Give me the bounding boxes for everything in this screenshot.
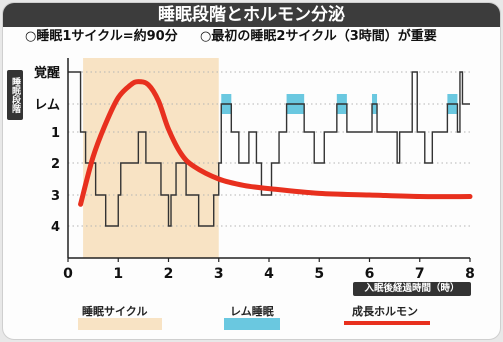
x-tick-label-6: 6 xyxy=(365,266,375,282)
legend-label-rem: レム睡眠 xyxy=(230,305,274,318)
x-tick-label-4: 4 xyxy=(264,266,274,282)
y-axis-label: 睡眠段階 xyxy=(7,70,23,120)
x-tick-label-5: 5 xyxy=(314,266,324,282)
x-tick-label-7: 7 xyxy=(415,266,425,282)
growth-hormone-curve xyxy=(78,79,473,207)
legend-swatch-rem xyxy=(224,318,280,330)
sleep-stage-line xyxy=(68,71,470,227)
x-tick-label-2: 2 xyxy=(164,266,174,282)
y-tick-label-4: 3 xyxy=(51,189,60,204)
y-tick-label-3: 2 xyxy=(51,157,60,172)
note-sleep-cycle: ○睡眠1サイクル=約90分 xyxy=(25,29,178,44)
legend-swatch-hormone xyxy=(344,321,430,325)
y-tick-label-5: 4 xyxy=(51,220,60,235)
title-bar: 睡眠段階とホルモン分泌 xyxy=(3,3,500,27)
x-axis-label: 入眠後経過時間（時） xyxy=(353,282,471,296)
legend-label-hormone: 成長ホルモン xyxy=(352,305,418,318)
x-tick-label-3: 3 xyxy=(214,266,224,282)
chart-title: 睡眠段階とホルモン分泌 xyxy=(158,5,345,25)
x-tick-label-0: 0 xyxy=(63,266,73,282)
y-tick-label-0: 覚醒 xyxy=(33,65,60,81)
legend-label-sleep-cycle: 睡眠サイクル xyxy=(82,305,148,318)
y-tick-label-1: レム xyxy=(34,98,60,113)
x-tick-label-1: 1 xyxy=(113,266,123,282)
note-first-two-cycles: ○最初の睡眠2サイクル（3時間）が重要 xyxy=(200,29,437,44)
y-tick-label-2: 1 xyxy=(51,126,60,141)
legend-swatch-sleep-cycle xyxy=(78,318,162,330)
x-tick-label-8: 8 xyxy=(465,266,475,282)
